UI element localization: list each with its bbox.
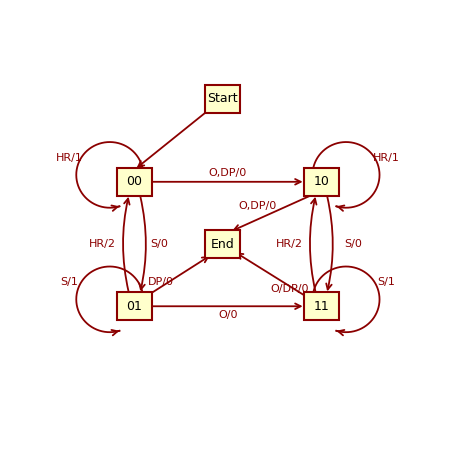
Text: DP/0: DP/0	[148, 277, 174, 287]
FancyBboxPatch shape	[205, 85, 240, 113]
Text: S/1: S/1	[60, 277, 78, 287]
Text: 11: 11	[313, 300, 329, 313]
Text: 00: 00	[126, 175, 142, 188]
Text: HR/1: HR/1	[373, 153, 400, 163]
Text: HR/2: HR/2	[89, 239, 116, 249]
FancyBboxPatch shape	[117, 168, 152, 196]
FancyBboxPatch shape	[304, 292, 339, 320]
Text: O,DP/0: O,DP/0	[209, 168, 247, 178]
Text: 10: 10	[313, 175, 329, 188]
Text: HR/1: HR/1	[56, 153, 83, 163]
Text: Start: Start	[207, 92, 238, 106]
Text: O/DP/0: O/DP/0	[270, 284, 309, 294]
FancyBboxPatch shape	[304, 168, 339, 196]
Text: O/0: O/0	[218, 310, 238, 320]
Text: O,DP/0: O,DP/0	[239, 201, 277, 211]
FancyBboxPatch shape	[117, 292, 152, 320]
FancyBboxPatch shape	[205, 230, 240, 258]
Text: HR/2: HR/2	[276, 239, 303, 249]
Text: S/1: S/1	[378, 277, 395, 287]
Text: End: End	[211, 238, 234, 251]
Text: S/0: S/0	[344, 239, 362, 249]
Text: S/0: S/0	[150, 239, 168, 249]
Text: 01: 01	[126, 300, 142, 313]
